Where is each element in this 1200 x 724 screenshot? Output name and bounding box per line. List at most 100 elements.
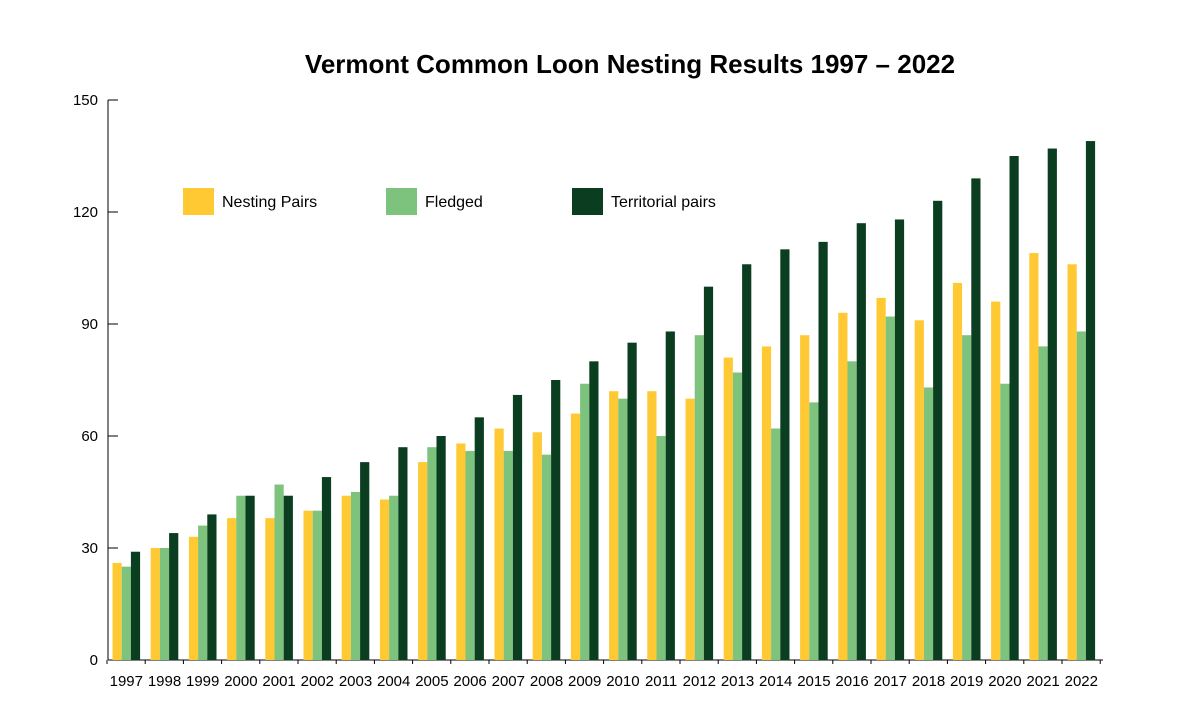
bar	[274, 484, 284, 660]
x-tick-label: 2005	[415, 673, 448, 690]
bar	[350, 492, 361, 660]
x-tick-label: 2008	[530, 673, 563, 690]
bar	[923, 387, 934, 660]
x-tick-label: 2009	[568, 673, 601, 690]
bar	[780, 249, 790, 661]
bar	[742, 264, 752, 660]
bar	[665, 331, 675, 660]
bar	[685, 398, 695, 660]
bar	[589, 361, 599, 660]
bar	[761, 346, 772, 660]
x-tick-label: 2020	[988, 673, 1021, 690]
bar	[436, 436, 446, 660]
x-tick-label: 2021	[1026, 673, 1059, 690]
y-tick-label: 90	[81, 316, 98, 333]
bar	[618, 398, 628, 660]
bar	[991, 301, 1001, 660]
bar	[876, 297, 886, 660]
bar	[647, 391, 657, 660]
bar	[694, 335, 704, 660]
bar	[894, 219, 905, 660]
bar	[1000, 383, 1010, 660]
bar	[188, 536, 199, 660]
bar	[1067, 264, 1077, 660]
bar-series	[121, 316, 1086, 660]
bar	[418, 462, 428, 660]
x-tick-label: 2022	[1065, 673, 1098, 690]
x-tick-label: 2018	[912, 673, 945, 690]
bar	[809, 402, 819, 660]
bar	[771, 428, 781, 660]
legend-label: Territorial pairs	[611, 194, 716, 211]
legend-swatch	[572, 188, 603, 215]
legend-label: Nesting Pairs	[222, 194, 317, 211]
bar	[541, 454, 552, 660]
legend-item: Fledged	[386, 188, 483, 215]
y-axis: 0 30 60 90 120 150	[73, 92, 118, 669]
x-tick-label: 1998	[148, 673, 181, 690]
y-tick-label: 0	[90, 652, 98, 669]
bar	[283, 495, 293, 660]
legend-label: Fledged	[425, 194, 483, 211]
legend-item: Territorial pairs	[572, 188, 716, 215]
bar	[321, 477, 332, 660]
x-tick-label: 1999	[186, 673, 219, 690]
x-tick-label: 2016	[835, 673, 868, 690]
bar	[379, 499, 390, 660]
x-tick-label: 2004	[377, 673, 410, 690]
bar	[360, 462, 370, 660]
bar	[885, 316, 895, 660]
bar	[503, 450, 513, 660]
x-tick-label: 2010	[606, 673, 639, 690]
chart-title: Vermont Common Loon Nesting Results 1997…	[305, 49, 955, 79]
bar	[303, 510, 313, 660]
bar	[456, 443, 466, 660]
bar	[427, 447, 437, 660]
bar	[847, 361, 857, 660]
bar	[341, 495, 351, 660]
bar	[962, 335, 972, 660]
bar	[703, 286, 714, 660]
legend: Nesting Pairs Fledged Territorial pairs	[183, 188, 716, 215]
bar	[1038, 346, 1048, 660]
bar	[933, 200, 943, 661]
bar	[494, 428, 504, 660]
x-tick-label: 2006	[453, 673, 486, 690]
bar	[1076, 331, 1086, 660]
bar	[532, 432, 542, 660]
bar	[312, 510, 322, 660]
bar	[245, 495, 255, 660]
legend-swatch	[386, 188, 417, 215]
bar	[389, 495, 399, 660]
x-tick-label: 2003	[339, 673, 372, 690]
x-tick-label: 2019	[950, 673, 983, 690]
bar	[723, 357, 733, 660]
bar	[112, 562, 122, 660]
bar-series-group	[112, 141, 1096, 661]
x-tick-label: 2017	[874, 673, 907, 690]
legend-swatch	[183, 188, 214, 215]
x-tick-label: 2015	[797, 673, 830, 690]
x-tick-label: 2011	[645, 673, 677, 690]
legend-item: Nesting Pairs	[183, 188, 317, 215]
y-tick-label: 30	[81, 540, 98, 557]
x-tick-label: 1997	[110, 673, 143, 690]
x-tick-label: 2002	[301, 673, 334, 690]
bar	[800, 335, 810, 660]
bar	[236, 495, 246, 660]
bar	[570, 413, 581, 660]
bar	[1047, 148, 1057, 661]
bar	[971, 178, 981, 660]
bar-series	[130, 141, 1096, 661]
y-tick-label: 150	[73, 92, 98, 109]
x-tick-label: 2014	[759, 673, 792, 690]
bar	[818, 241, 828, 660]
bar	[551, 380, 561, 660]
y-tick-label: 120	[73, 204, 98, 221]
x-tick-label: 2012	[683, 673, 716, 690]
bar	[732, 372, 743, 660]
bar	[465, 450, 475, 660]
bar	[512, 394, 523, 660]
